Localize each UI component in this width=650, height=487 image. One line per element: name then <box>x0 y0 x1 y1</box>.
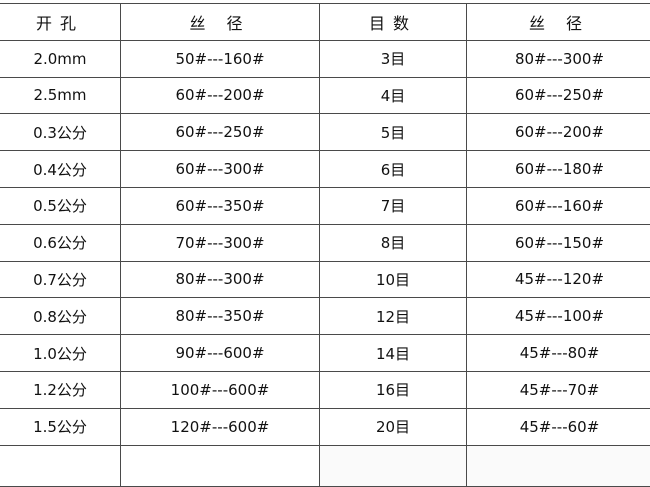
wire-diameter-cell: 120#---600# <box>121 408 320 445</box>
wire-diameter-cell: 80#---300# <box>121 261 320 298</box>
mesh-count-cell: 4目 <box>320 77 467 114</box>
header-row: 开孔 丝 径 目数 丝 径 <box>0 4 650 41</box>
wire-diameter-cell: 50#---160# <box>121 40 320 77</box>
empty-cell <box>0 445 121 486</box>
wire-diameter-cell: 100#---600# <box>121 371 320 408</box>
wire-diameter-cell: 60#---250# <box>121 114 320 151</box>
wire-diameter-cell-2: 45#---70# <box>467 371 650 408</box>
header-wire-diameter-2: 丝 径 <box>467 4 650 41</box>
wire-diameter-cell-2: 45#---120# <box>467 261 650 298</box>
wire-diameter-cell: 80#---350# <box>121 298 320 335</box>
wire-diameter-cell: 60#---200# <box>121 77 320 114</box>
mesh-count-cell: 6目 <box>320 151 467 188</box>
mesh-count-cell: 10目 <box>320 261 467 298</box>
aperture-cell: 1.2公分 <box>0 371 121 408</box>
mesh-count-cell: 5目 <box>320 114 467 151</box>
wire-diameter-cell-2: 45#---80# <box>467 335 650 372</box>
aperture-cell: 2.0mm <box>0 40 121 77</box>
aperture-cell: 0.7公分 <box>0 261 121 298</box>
wire-diameter-cell-2: 45#---100# <box>467 298 650 335</box>
aperture-cell: 1.5公分 <box>0 408 121 445</box>
wire-diameter-cell-2: 60#---200# <box>467 114 650 151</box>
table-row-partial <box>0 445 650 486</box>
empty-cell <box>320 445 467 486</box>
empty-cell <box>467 445 650 486</box>
wire-diameter-cell-2: 60#---250# <box>467 77 650 114</box>
mesh-count-cell: 16目 <box>320 371 467 408</box>
wire-diameter-cell-2: 80#---300# <box>467 40 650 77</box>
wire-diameter-cell-2: 60#---150# <box>467 224 650 261</box>
mesh-count-cell: 3目 <box>320 40 467 77</box>
aperture-cell: 0.3公分 <box>0 114 121 151</box>
wire-diameter-cell-2: 45#---60# <box>467 408 650 445</box>
header-aperture: 开孔 <box>0 4 121 41</box>
aperture-cell: 2.5mm <box>0 77 121 114</box>
mesh-count-cell: 8目 <box>320 224 467 261</box>
aperture-cell: 0.6公分 <box>0 224 121 261</box>
wire-diameter-cell: 60#---300# <box>121 151 320 188</box>
wire-diameter-cell: 60#---350# <box>121 187 320 224</box>
aperture-cell: 0.4公分 <box>0 151 121 188</box>
aperture-cell: 0.5公分 <box>0 187 121 224</box>
aperture-cell: 1.0公分 <box>0 335 121 372</box>
header-wire-diameter: 丝 径 <box>121 4 320 41</box>
mesh-count-cell: 14目 <box>320 335 467 372</box>
aperture-cell: 0.8公分 <box>0 298 121 335</box>
header-mesh-count: 目数 <box>320 4 467 41</box>
mesh-count-cell: 12目 <box>320 298 467 335</box>
wire-diameter-cell-2: 60#---180# <box>467 151 650 188</box>
wire-diameter-cell: 90#---600# <box>121 335 320 372</box>
wire-diameter-cell-2: 60#---160# <box>467 187 650 224</box>
empty-cell <box>121 445 320 486</box>
mesh-count-cell: 20目 <box>320 408 467 445</box>
mesh-count-cell: 7目 <box>320 187 467 224</box>
wire-diameter-cell: 70#---300# <box>121 224 320 261</box>
